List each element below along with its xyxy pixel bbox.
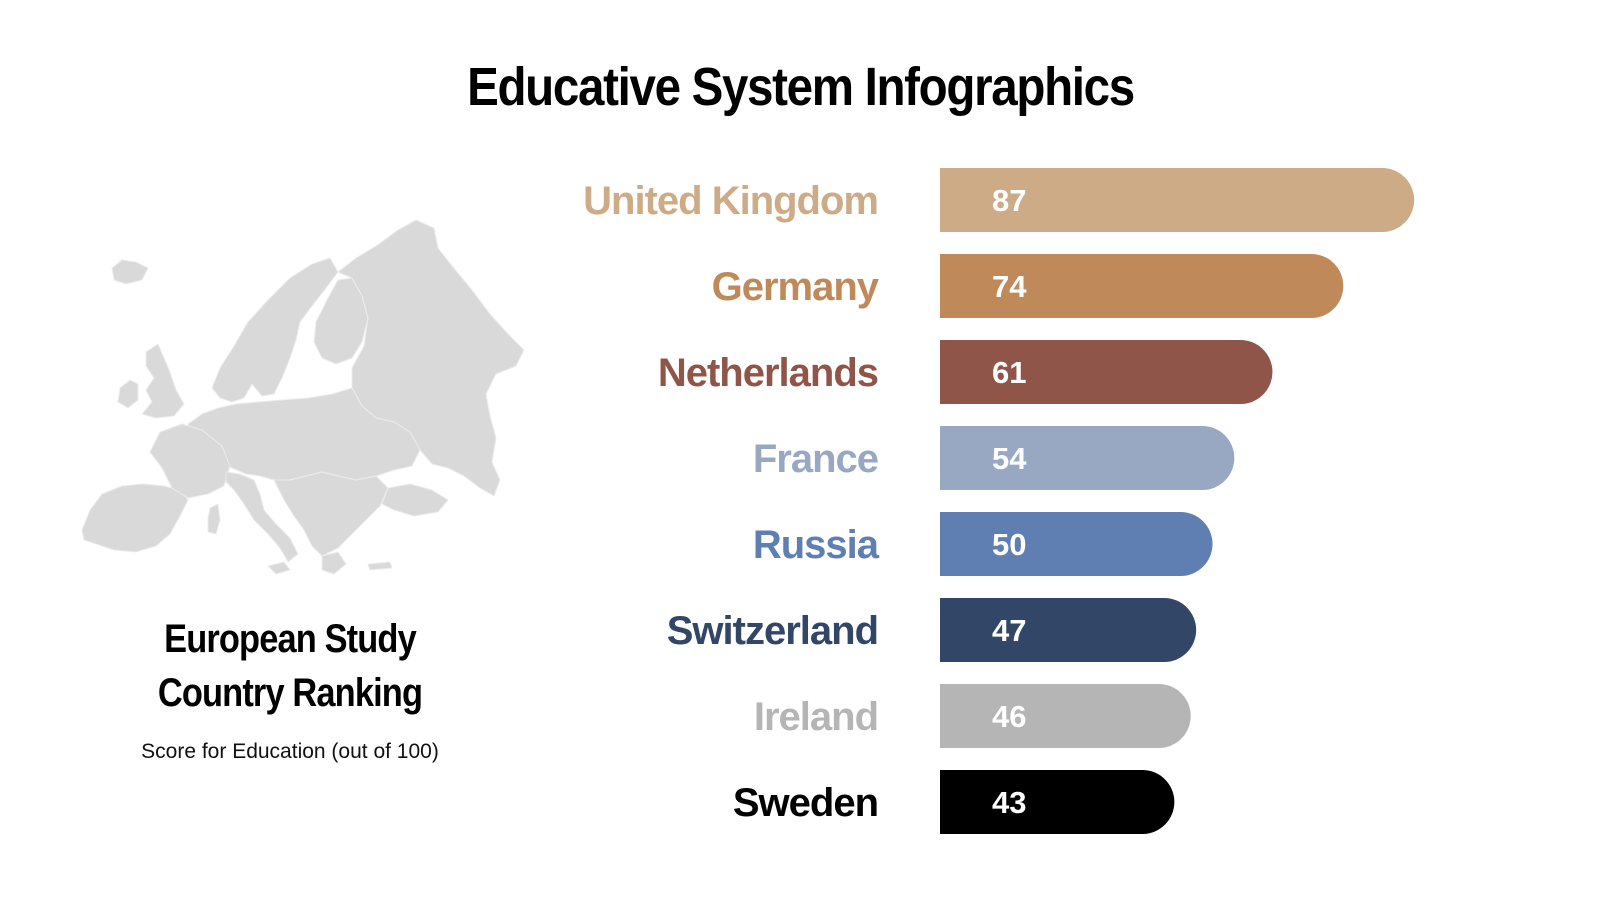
sicily-shape [267, 561, 291, 575]
ranking-heading-line2: Country Ranking [157, 671, 423, 715]
country-label: Sweden [733, 781, 878, 825]
bar-value-label: 74 [992, 269, 1027, 304]
country-label: France [753, 437, 878, 481]
greece-shape [321, 551, 347, 575]
sardinia-shape [207, 503, 221, 535]
bar-netherlands [940, 340, 1273, 404]
ranking-bar-chart: 87 United Kingdom 74 Germany 61 Netherlands 54… [583, 168, 1415, 834]
country-label: Germany [712, 265, 880, 309]
bar-value-label: 87 [992, 183, 1026, 218]
bar-france [940, 426, 1235, 490]
bar-germany [940, 254, 1344, 318]
balkans-shape [273, 471, 389, 557]
country-label: Ireland [754, 695, 878, 739]
britain-shape [141, 343, 185, 419]
bar-value-label: 43 [992, 785, 1026, 820]
crete-shape [367, 561, 393, 571]
france-shape [149, 423, 231, 499]
page-title: Educative System Infographics [467, 57, 1135, 117]
turkey-shape [381, 483, 449, 517]
ranking-heading: European Study Country Ranking [101, 612, 479, 720]
ranking-heading-line1: European Study [164, 617, 417, 661]
central-europe-shape [187, 387, 421, 481]
bar-value-label: 61 [992, 355, 1026, 390]
country-label: United Kingdom [583, 179, 878, 223]
country-label: Russia [753, 523, 880, 567]
scandinavia-shape [211, 257, 339, 403]
bar-value-label: 46 [992, 699, 1026, 734]
bar-united-kingdom [940, 168, 1415, 232]
bar-value-label: 54 [992, 441, 1027, 476]
russia-shape [337, 219, 525, 497]
ireland-shape [117, 379, 139, 409]
bar-value-label: 50 [992, 527, 1026, 562]
iberia-shape [81, 483, 189, 553]
country-label: Netherlands [658, 351, 878, 395]
ranking-subtitle: Score for Education (out of 100) [141, 740, 439, 763]
bar-ireland [940, 684, 1191, 748]
country-label: Switzerland [667, 609, 878, 653]
bar-russia [940, 512, 1213, 576]
iceland-shape [111, 259, 149, 285]
finland-shape [313, 277, 369, 365]
bar-value-label: 47 [992, 613, 1026, 648]
bar-sweden [940, 770, 1175, 834]
italy-shape [225, 471, 299, 563]
europe-map-icon [81, 219, 525, 575]
bar-switzerland [940, 598, 1197, 662]
